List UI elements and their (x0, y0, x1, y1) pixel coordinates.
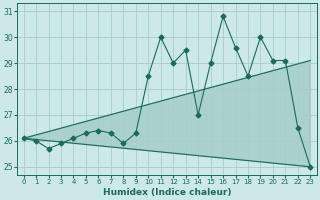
X-axis label: Humidex (Indice chaleur): Humidex (Indice chaleur) (103, 188, 231, 197)
Polygon shape (24, 61, 310, 167)
